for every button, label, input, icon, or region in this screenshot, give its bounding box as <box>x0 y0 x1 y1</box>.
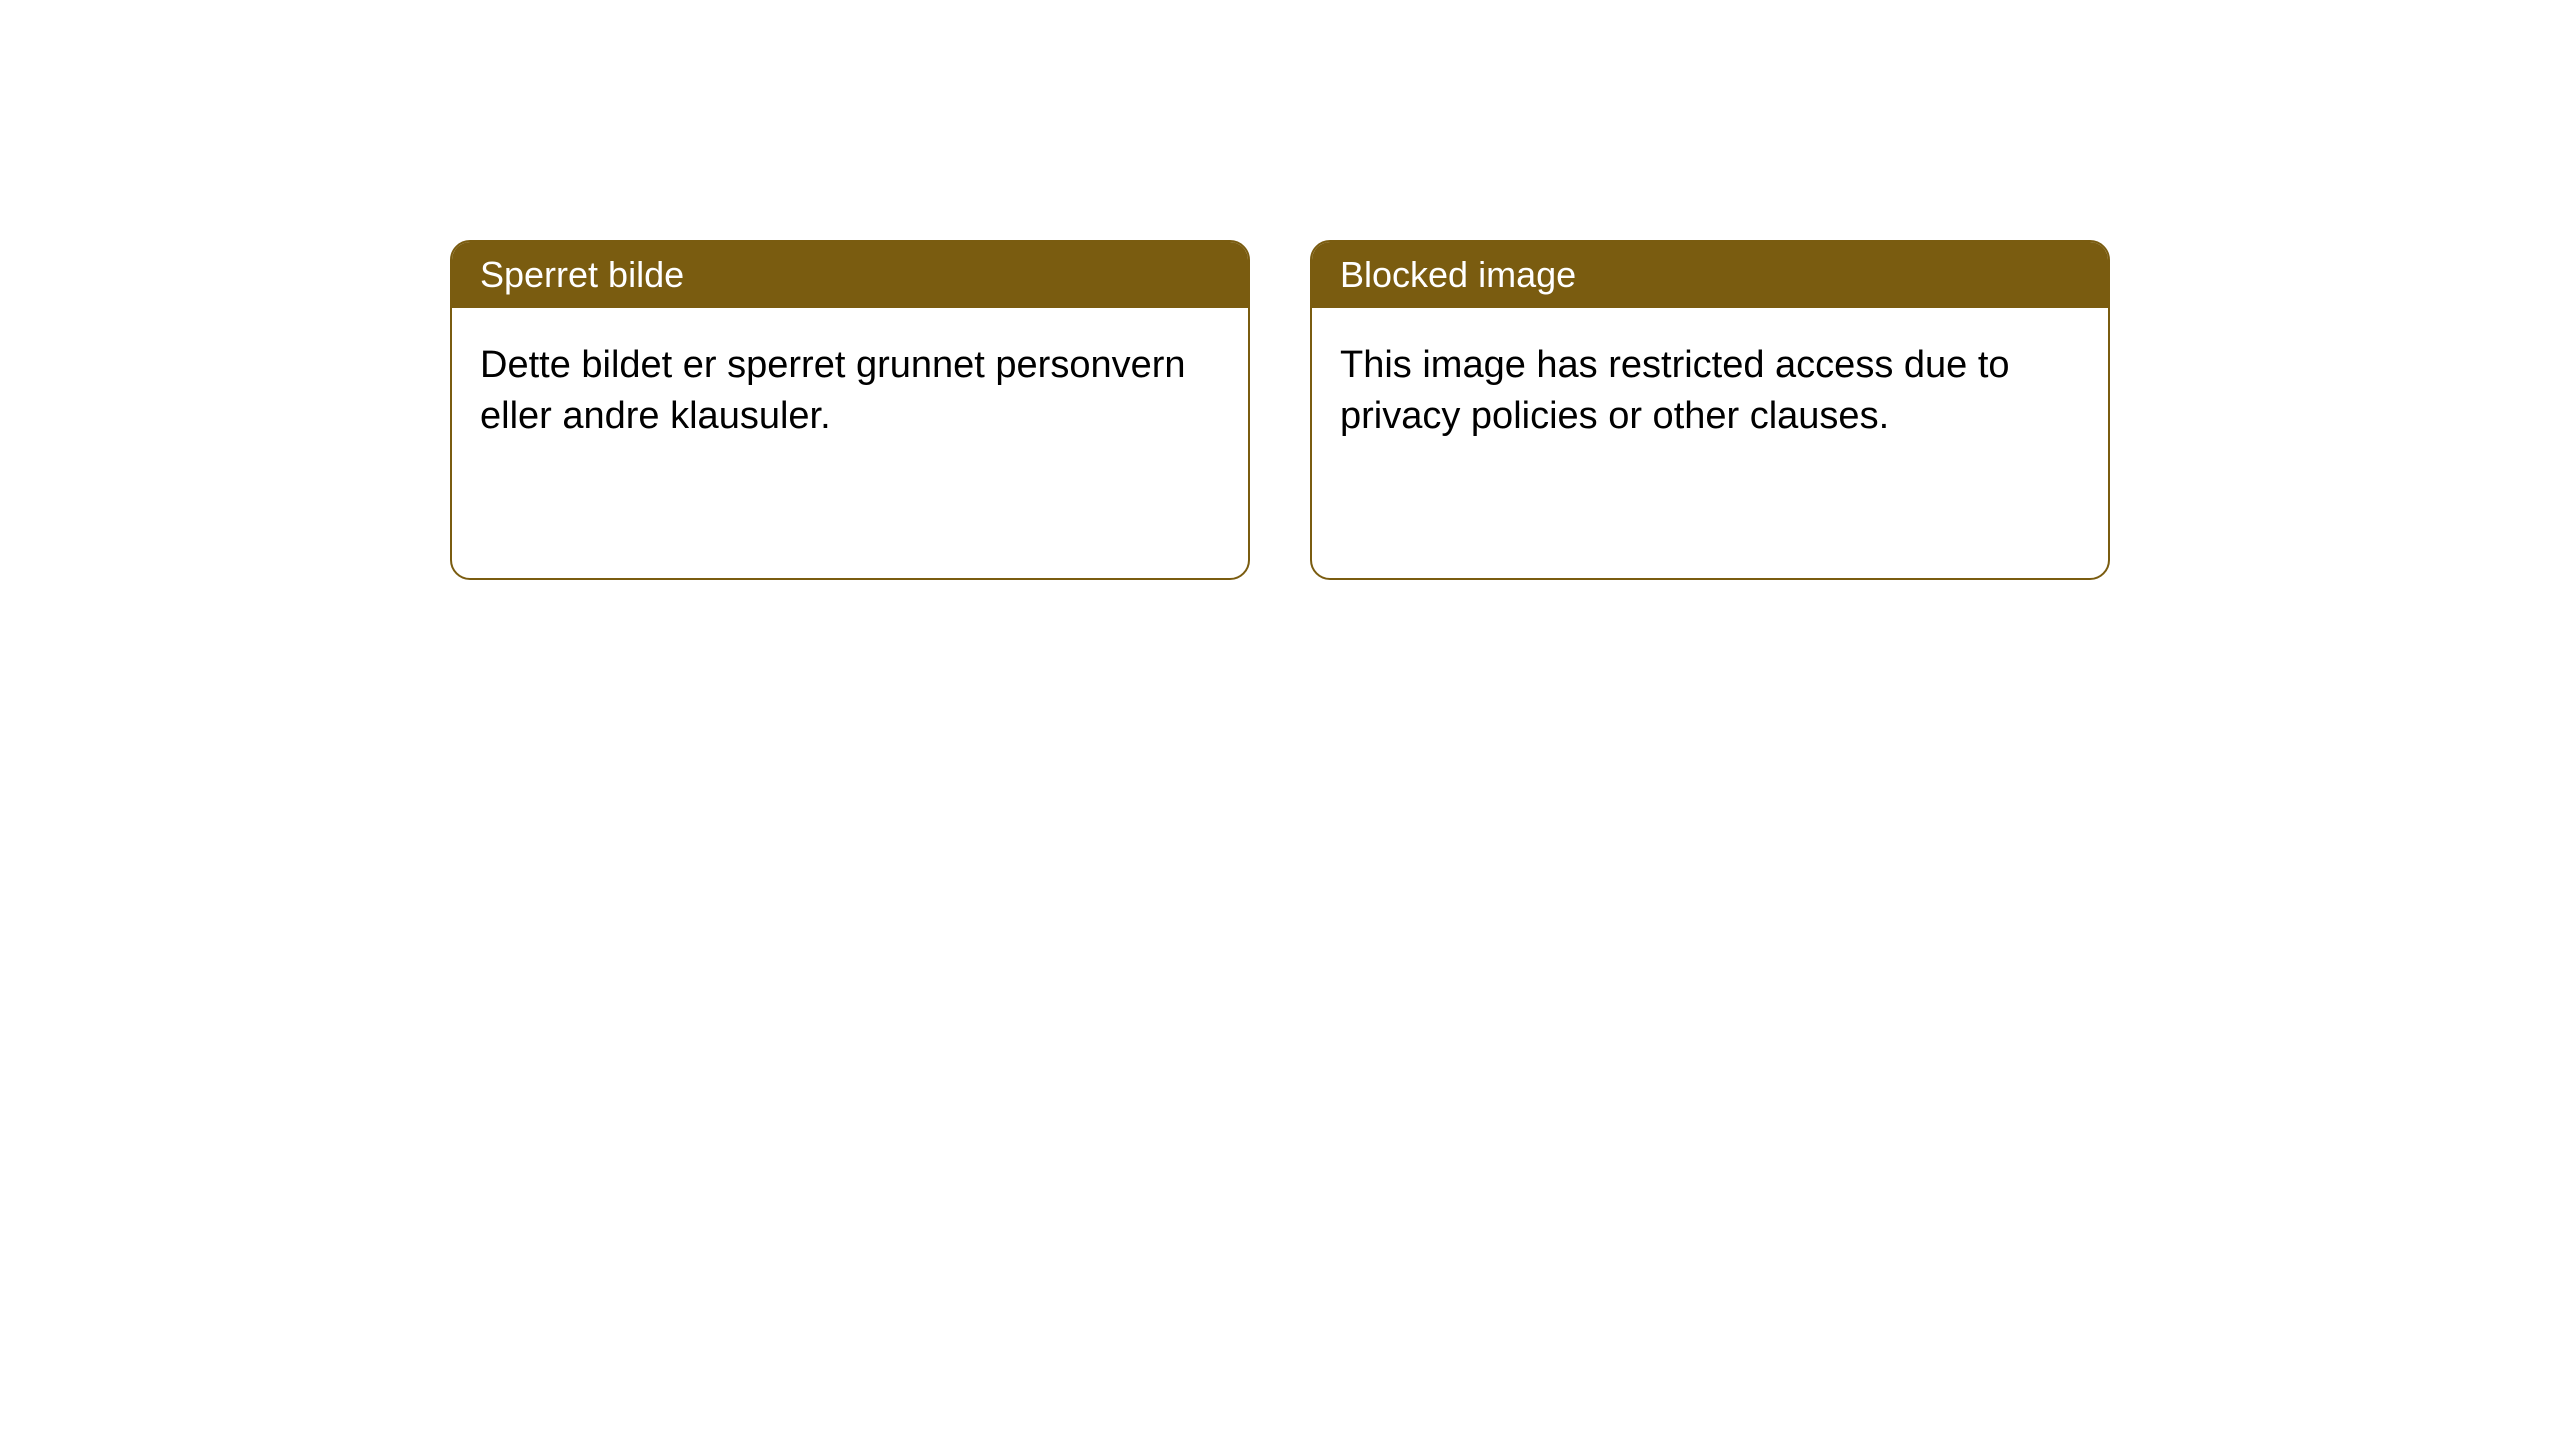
card-header: Blocked image <box>1312 242 2108 308</box>
card-body: This image has restricted access due to … <box>1312 308 2108 578</box>
card-body: Dette bildet er sperret grunnet personve… <box>452 308 1248 578</box>
card-header: Sperret bilde <box>452 242 1248 308</box>
card-title: Blocked image <box>1340 254 1576 295</box>
notice-card-norwegian: Sperret bilde Dette bildet er sperret gr… <box>450 240 1250 580</box>
card-title: Sperret bilde <box>480 254 684 295</box>
card-body-text: This image has restricted access due to … <box>1340 344 2010 437</box>
notice-card-english: Blocked image This image has restricted … <box>1310 240 2110 580</box>
notice-cards-container: Sperret bilde Dette bildet er sperret gr… <box>450 240 2110 580</box>
card-body-text: Dette bildet er sperret grunnet personve… <box>480 344 1186 437</box>
